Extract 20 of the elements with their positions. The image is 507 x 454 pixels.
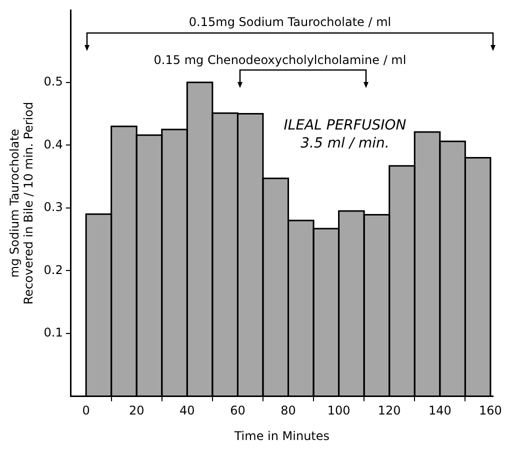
- x-tick-label: 40: [180, 404, 195, 418]
- y-tick-label: 0.1: [44, 326, 63, 340]
- x-tick-label: 60: [230, 404, 246, 418]
- x-tick-label: 20: [128, 404, 144, 418]
- x-tick-label: 100: [327, 404, 350, 418]
- x-tick-label: 0: [82, 404, 90, 418]
- annotation: ILEAL PERFUSION: [284, 118, 407, 134]
- x-tick-label: 140: [428, 404, 452, 418]
- y-tick-label: 0.5: [44, 74, 63, 89]
- y-tick-label: 0.4: [44, 137, 63, 152]
- x-axis-title: Time in Minutes: [233, 428, 330, 443]
- annotation: 0.15 mg Chenodeoxycholylcholamine / ml: [154, 53, 406, 68]
- y-tick-label: 0.3: [44, 200, 63, 214]
- x-tick-label: 160: [479, 404, 502, 418]
- y-axis-title: mg Sodium Taurocholate Recovered in Bile / 10 min. Period: [7, 102, 36, 304]
- x-tick-label: 120: [378, 404, 401, 418]
- x-tick-label: 80: [280, 404, 296, 418]
- annotation: 3.5 ml / min.: [300, 136, 390, 152]
- annotation: 0.15mg Sodium Taurocholate / ml: [188, 15, 392, 30]
- y-tick-label: 0.2: [44, 262, 63, 277]
